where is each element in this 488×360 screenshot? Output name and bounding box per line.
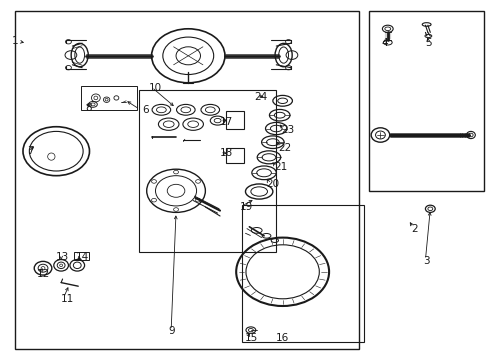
Bar: [242, 205, 364, 342]
Text: 9: 9: [168, 326, 175, 336]
Text: 6: 6: [142, 105, 148, 115]
Text: 19: 19: [239, 202, 252, 212]
Bar: [226, 148, 243, 163]
Text: 20: 20: [266, 179, 279, 189]
Bar: [15, 11, 359, 349]
Text: 4: 4: [381, 38, 387, 48]
Text: 13: 13: [56, 252, 69, 262]
Text: 5: 5: [425, 38, 431, 48]
Text: 11: 11: [61, 294, 74, 304]
Text: 18: 18: [220, 148, 233, 158]
Bar: [368, 11, 483, 191]
Text: 24: 24: [254, 92, 267, 102]
Text: 3: 3: [422, 256, 429, 266]
Bar: [226, 111, 243, 129]
Text: 7: 7: [27, 146, 34, 156]
Text: 10: 10: [149, 83, 162, 93]
Bar: [139, 90, 276, 252]
Text: 23: 23: [281, 125, 294, 135]
Text: 2: 2: [410, 224, 417, 234]
Text: 12: 12: [37, 269, 50, 279]
Bar: [74, 252, 88, 260]
Text: 22: 22: [278, 143, 291, 153]
Text: 16: 16: [276, 333, 289, 343]
Text: 8: 8: [85, 103, 92, 113]
Text: 17: 17: [220, 117, 233, 127]
Bar: [81, 86, 137, 110]
Text: 15: 15: [244, 333, 257, 343]
Text: 1: 1: [12, 36, 19, 46]
Text: 14: 14: [76, 252, 89, 262]
Text: 21: 21: [273, 162, 286, 172]
